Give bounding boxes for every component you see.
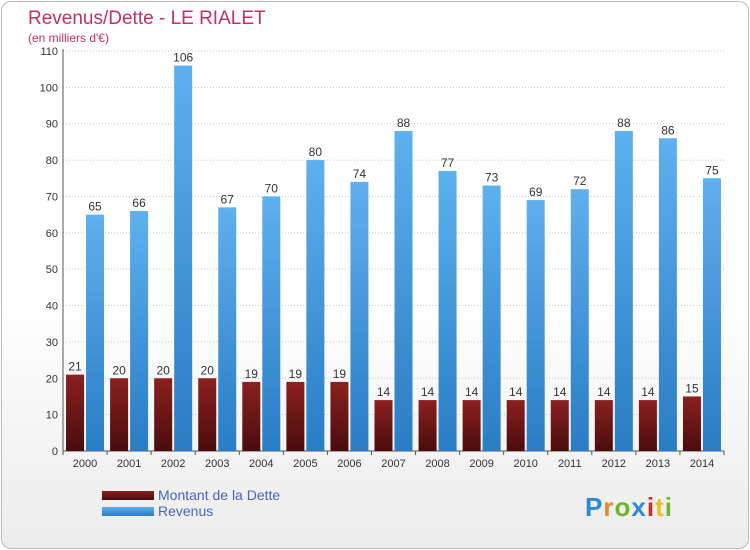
y-tick-label: 10 [46,410,58,422]
bar-revenus [438,171,457,451]
data-label-revenus: 75 [705,163,719,177]
data-label-dette: 14 [465,385,479,399]
x-tick-label: 2002 [161,458,185,470]
bar-dette [418,400,437,451]
x-tick-label: 2008 [425,458,449,470]
bar-dette [154,378,173,451]
x-tick-label: 2014 [690,458,714,470]
y-tick-label: 50 [46,264,58,276]
bar-revenus [614,131,633,451]
data-label-dette: 20 [201,363,215,377]
x-tick-label: 2010 [513,458,537,470]
data-label-dette: 14 [509,385,523,399]
bar-revenus [394,131,413,451]
x-tick-label: 2004 [249,458,273,470]
data-label-revenus: 67 [221,192,235,206]
data-label-revenus: 70 [265,181,279,195]
legend-swatch-revenus [102,507,154,516]
legend-label-dette: Montant de la Dette [158,487,281,503]
y-tick-label: 70 [46,191,58,203]
bar-dette [638,400,657,451]
bar-dette [506,400,525,451]
bar-revenus [218,207,237,451]
bar-dette [462,400,481,451]
y-tick-label: 90 [46,119,58,131]
bar-dette [550,400,569,451]
bar-revenus [306,160,325,451]
data-label-revenus: 73 [485,171,499,185]
x-tick-label: 2005 [293,458,317,470]
legend-swatch-dette [102,491,154,500]
data-label-dette: 14 [421,385,435,399]
y-tick-label: 80 [46,155,58,167]
data-label-revenus: 106 [173,51,193,65]
bar-revenus [658,138,677,452]
y-tick-label: 60 [46,228,58,240]
data-label-revenus: 88 [397,116,411,130]
bar-dette [286,381,305,451]
bar-dette [66,374,85,451]
x-tick-label: 2011 [558,458,582,470]
bar-dette [594,400,613,451]
bar-revenus [702,178,721,452]
data-label-dette: 14 [553,385,567,399]
bar-dette [242,381,261,451]
proxiti-logo: Proxiti [585,492,673,522]
y-tick-label: 110 [40,46,58,58]
x-tick-label: 2000 [73,458,97,470]
data-label-dette: 21 [68,360,82,374]
y-tick-label: 20 [46,373,58,385]
bar-revenus [130,211,149,451]
data-label-revenus: 80 [309,145,323,159]
bar-revenus [174,65,193,451]
data-label-dette: 14 [641,385,655,399]
data-label-revenus: 77 [441,156,455,170]
bar-revenus [262,196,281,451]
x-tick-label: 2007 [381,458,405,470]
data-label-dette: 19 [289,367,303,381]
y-tick-label: 30 [46,337,58,349]
data-label-dette: 20 [156,363,170,377]
bar-dette [682,396,701,451]
x-tick-label: 2006 [337,458,361,470]
bar-dette [330,381,349,451]
bar-revenus [482,185,501,451]
data-label-revenus: 74 [353,167,367,181]
x-tick-label: 2009 [469,458,493,470]
bar-dette [198,378,217,451]
data-label-revenus: 65 [88,200,102,214]
bar-revenus [570,189,589,451]
x-tick-label: 2001 [117,458,141,470]
x-tick-label: 2003 [205,458,229,470]
bar-dette [110,378,129,451]
bar-dette [374,400,393,451]
data-label-dette: 19 [333,367,347,381]
data-label-dette: 14 [377,385,391,399]
legend-label-revenus: Revenus [158,503,214,519]
data-label-revenus: 69 [529,185,543,199]
y-tick-label: 0 [52,446,58,458]
x-tick-label: 2012 [602,458,626,470]
bar-revenus [86,214,105,451]
data-label-revenus: 86 [661,123,675,137]
data-label-revenus: 66 [132,196,146,210]
chart-title: Revenus/Dette - LE RIALET [28,8,266,29]
data-label-dette: 15 [685,381,699,395]
data-label-revenus: 88 [617,116,631,130]
data-label-revenus: 72 [573,174,587,188]
bar-revenus [350,181,369,451]
bar-revenus [526,200,545,451]
y-tick-label: 40 [46,301,58,313]
data-label-dette: 19 [245,367,259,381]
x-tick-label: 2013 [646,458,670,470]
data-label-dette: 20 [112,363,126,377]
chart-subtitle: (en milliers d'€) [28,31,109,45]
y-tick-label: 100 [40,82,58,94]
data-label-dette: 14 [597,385,611,399]
